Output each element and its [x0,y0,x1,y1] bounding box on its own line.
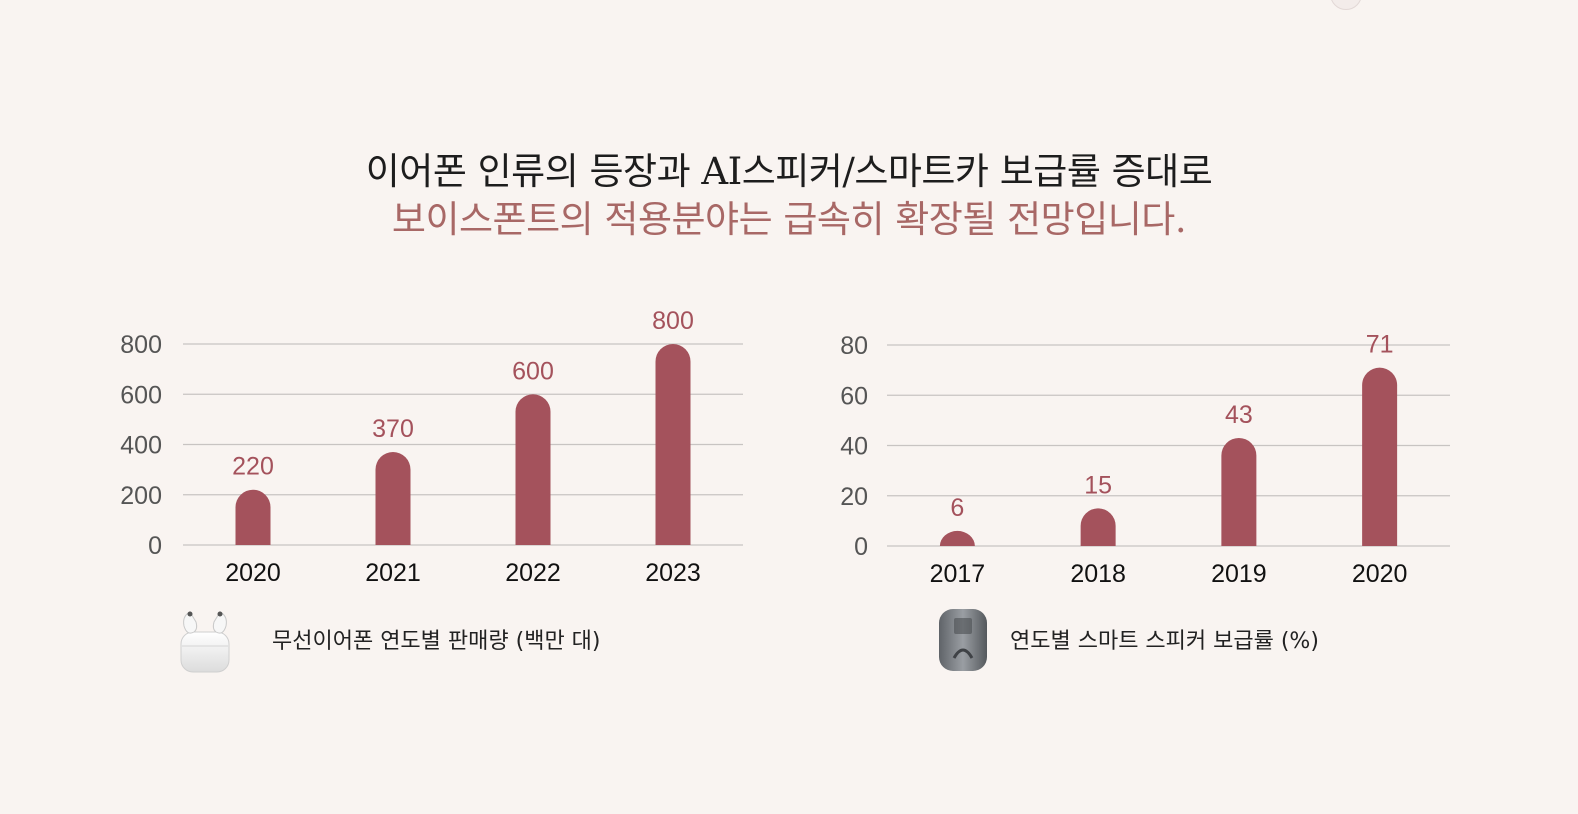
x-tick-label: 2022 [505,559,561,587]
y-tick-label: 40 [840,433,868,461]
data-label: 15 [1084,471,1112,499]
y-tick-label: 0 [854,533,868,561]
x-tick-label: 2023 [645,559,701,587]
data-label: 71 [1366,331,1394,359]
y-tick-label: 800 [120,331,162,359]
earbuds-chart-caption: 무선이어폰 연도별 판매량 (백만 대) [272,629,601,654]
y-tick-label: 80 [840,332,868,360]
y-tick-label: 600 [120,381,162,409]
bar [235,489,271,545]
smart-speaker-chart: 0 20 40 60 80 6 2017 15 2018 43 2019 71 2020 [840,331,1450,588]
data-label: 43 [1225,401,1253,429]
x-tick-label: 2020 [1352,560,1408,588]
x-tick-label: 2021 [365,559,421,587]
data-label: 6 [950,494,964,522]
headline-line-2: 보이스폰트의 적용분야는 급속히 확장될 전망입니다. [391,198,1187,241]
y-tick-label: 60 [840,382,868,410]
smart-speaker-icon [939,609,987,671]
earbuds-case-icon [180,611,230,673]
y-tick-label: 200 [120,482,162,510]
decorative-circle [1330,0,1362,10]
bar [1221,437,1257,546]
bar [939,530,975,546]
y-tick-label: 400 [120,432,162,460]
data-label: 220 [232,453,274,481]
data-label: 600 [512,357,554,385]
bar [1362,367,1398,546]
earbuds-sales-chart: 0 200 400 600 800 220 2020 370 2021 600 2022 800 202… [120,307,743,587]
x-tick-label: 2020 [225,559,281,587]
speaker-chart-caption: 연도별 스마트 스피커 보급률 (%) [1010,629,1319,654]
y-tick-label: 20 [840,483,868,511]
data-label: 370 [372,415,414,443]
x-tick-label: 2019 [1211,560,1267,588]
data-label: 800 [652,307,694,335]
bar [655,344,691,545]
y-tick-label: 0 [148,532,162,560]
x-tick-label: 2017 [930,560,986,588]
bar [515,394,551,545]
headline-line-1: 이어폰 인류의 등장과 AI스피커/스마트카 보급률 증대로 [365,150,1213,193]
headline: 이어폰 인류의 등장과 AI스피커/스마트카 보급률 증대로 보이스폰트의 적용… [0,148,1578,244]
bar [375,452,411,545]
bar [1080,508,1116,546]
x-tick-label: 2018 [1070,560,1126,588]
